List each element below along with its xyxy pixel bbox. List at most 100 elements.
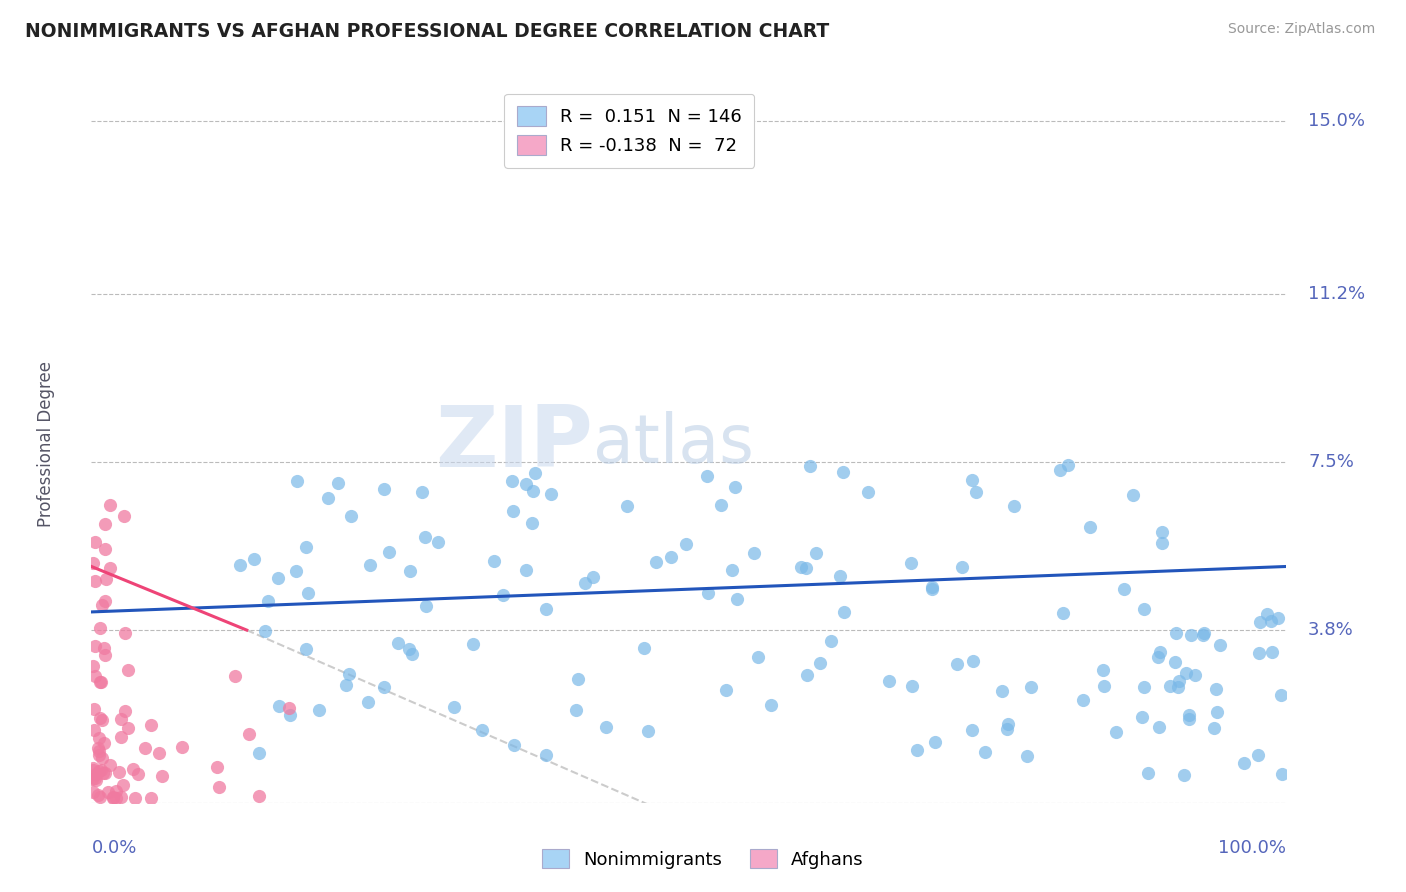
Point [93, 735, 115, 749]
Point [89, 621, 111, 635]
Point [278, 707, 301, 722]
Point [93, 641, 115, 656]
Point [997, 722, 1019, 736]
Point [316, 491, 339, 506]
Point [91, 714, 114, 728]
Point [567, 672, 589, 686]
Point [790, 559, 813, 574]
Point [796, 668, 818, 682]
Point [87, 731, 110, 745]
Point [1137, 766, 1160, 780]
Point [1209, 639, 1232, 653]
Point [297, 586, 319, 600]
Point [150, 769, 173, 783]
Point [965, 485, 987, 500]
Point [471, 723, 494, 737]
Point [114, 626, 136, 640]
Point [725, 592, 748, 607]
Point [87, 741, 110, 756]
Point [1092, 679, 1115, 693]
Legend: Nonimmigrants, Afghans: Nonimmigrants, Afghans [534, 841, 872, 876]
Point [747, 650, 769, 665]
Point [1271, 766, 1294, 780]
Point [501, 474, 523, 488]
Point [108, 765, 131, 780]
Point [1105, 725, 1128, 739]
Point [170, 740, 193, 755]
Point [659, 550, 682, 565]
Point [1132, 602, 1154, 616]
Point [1260, 645, 1282, 659]
Point [87, 788, 110, 802]
Point [117, 721, 139, 735]
Point [82, 761, 104, 775]
Point [415, 599, 437, 613]
Text: 100.0%: 100.0% [1219, 838, 1286, 856]
Point [387, 636, 409, 650]
Point [208, 780, 231, 794]
Point [401, 647, 423, 661]
Point [98, 758, 121, 772]
Point [82, 772, 104, 786]
Point [1133, 680, 1156, 694]
Point [582, 570, 605, 584]
Point [990, 684, 1012, 698]
Point [91, 751, 114, 765]
Point [921, 580, 943, 594]
Point [502, 503, 524, 517]
Point [139, 791, 162, 805]
Point [110, 712, 132, 726]
Point [93, 765, 115, 780]
Point [82, 556, 104, 570]
Point [84, 771, 107, 785]
Point [515, 563, 537, 577]
Point [1164, 626, 1187, 640]
Point [723, 480, 745, 494]
Point [84, 767, 107, 781]
Point [267, 571, 290, 585]
Point [1057, 458, 1080, 472]
Point [524, 466, 547, 480]
Point [1164, 655, 1187, 669]
Point [697, 586, 720, 600]
Point [89, 675, 111, 690]
Point [595, 720, 617, 734]
Point [117, 663, 139, 677]
Point [520, 516, 543, 530]
Point [373, 482, 395, 496]
Point [256, 594, 278, 608]
Point [960, 723, 983, 737]
Point [148, 746, 170, 760]
Point [905, 743, 928, 757]
Point [1019, 680, 1042, 694]
Point [94, 648, 117, 663]
Point [1017, 748, 1039, 763]
Point [1177, 707, 1199, 722]
Point [294, 641, 316, 656]
Point [540, 487, 562, 501]
Point [1184, 668, 1206, 682]
Point [399, 564, 422, 578]
Point [710, 499, 733, 513]
Point [1071, 692, 1094, 706]
Point [101, 789, 124, 804]
Point [426, 535, 449, 549]
Text: Professional Degree: Professional Degree [37, 360, 55, 527]
Point [924, 735, 946, 749]
Point [247, 746, 270, 760]
Point [83, 669, 105, 683]
Point [1205, 681, 1227, 696]
Point [796, 560, 818, 574]
Point [112, 508, 135, 523]
Point [463, 637, 485, 651]
Point [921, 582, 943, 597]
Point [243, 551, 266, 566]
Point [110, 790, 132, 805]
Point [1052, 606, 1074, 620]
Point [820, 634, 842, 648]
Point [411, 484, 433, 499]
Point [515, 477, 537, 491]
Point [97, 785, 120, 799]
Point [950, 559, 973, 574]
Point [675, 537, 697, 551]
